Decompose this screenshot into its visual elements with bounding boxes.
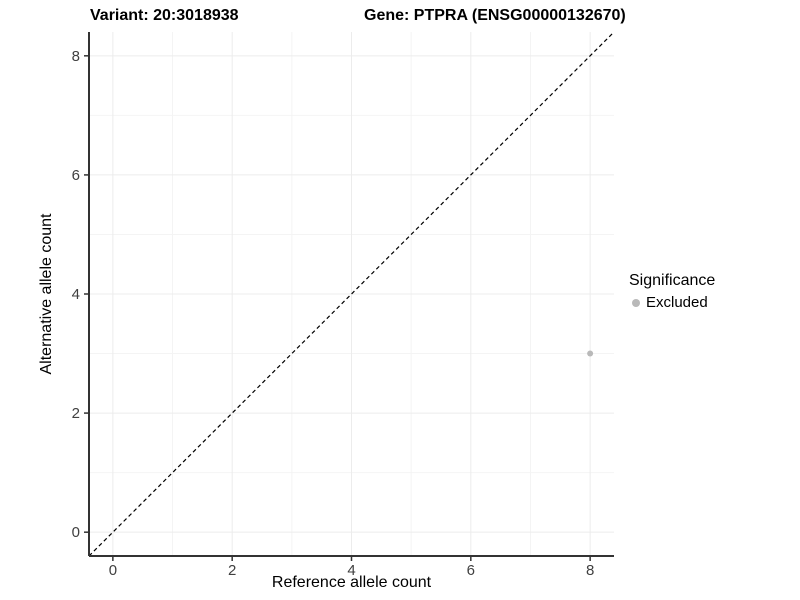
legend: Significance Excluded bbox=[629, 272, 715, 311]
y-tick-label: 2 bbox=[72, 405, 80, 422]
gene-title: Gene: PTPRA (ENSG00000132670) bbox=[364, 7, 626, 24]
variant-title: Variant: 20:3018938 bbox=[90, 7, 239, 24]
y-tick-label: 6 bbox=[72, 167, 80, 184]
identity-dashed-line bbox=[88, 31, 615, 557]
legend-item-label: Excluded bbox=[646, 294, 708, 311]
legend-point-icon bbox=[632, 298, 640, 307]
legend-title: Significance bbox=[629, 272, 716, 289]
legend-item-excluded: Excluded bbox=[632, 294, 715, 311]
x-tick-label: 0 bbox=[109, 562, 117, 579]
y-axis-title: Alternative allele count bbox=[38, 213, 55, 375]
y-tick-label: 8 bbox=[72, 48, 80, 65]
x-tick-label: 4 bbox=[347, 562, 355, 579]
x-tick-label: 2 bbox=[228, 562, 236, 579]
x-axis-title: Reference allele count bbox=[271, 574, 432, 591]
x-tick-label: 6 bbox=[467, 562, 475, 579]
x-tick-label: 8 bbox=[586, 562, 594, 579]
y-tick-label: 4 bbox=[72, 286, 80, 303]
y-tick-label: 0 bbox=[72, 524, 80, 541]
data-point-excluded bbox=[587, 350, 594, 357]
